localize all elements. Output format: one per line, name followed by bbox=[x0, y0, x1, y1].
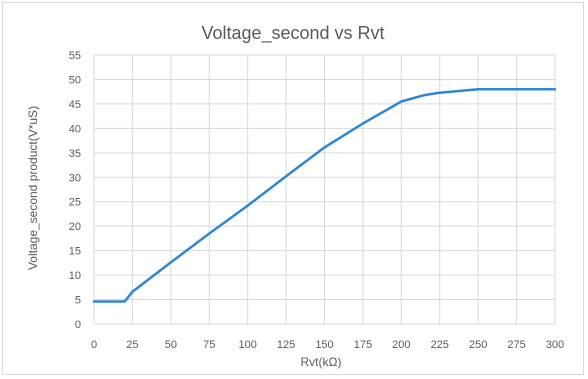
x-tick-label: 0 bbox=[91, 339, 97, 351]
y-tick-label: 20 bbox=[69, 221, 81, 233]
chart-svg: Voltage_second vs Rvt 0 5 10 15 20 25 30 35 40 45… bbox=[26, 23, 564, 369]
x-tick-label: 100 bbox=[238, 339, 256, 351]
gridlines bbox=[93, 54, 556, 325]
y-tick-label: 55 bbox=[69, 50, 81, 62]
y-tick-label: 15 bbox=[69, 246, 81, 258]
x-tick-label: 250 bbox=[469, 339, 487, 351]
y-tick-labels: 0 5 10 15 20 25 30 35 40 45 50 55 bbox=[69, 50, 81, 331]
y-axis-label: Voltage_second product(V*uS) bbox=[26, 106, 40, 270]
y-tick-label: 25 bbox=[69, 197, 81, 209]
y-tick-label: 50 bbox=[69, 74, 81, 86]
x-tick-label: 175 bbox=[354, 339, 372, 351]
x-tick-label: 275 bbox=[507, 339, 525, 351]
x-tick-label: 150 bbox=[315, 339, 333, 351]
y-tick-label: 5 bbox=[75, 295, 81, 307]
x-tick-label: 125 bbox=[277, 339, 295, 351]
y-tick-label: 45 bbox=[69, 99, 81, 111]
x-tick-label: 25 bbox=[126, 339, 138, 351]
y-tick-label: 30 bbox=[69, 172, 81, 184]
x-tick-label: 50 bbox=[165, 339, 177, 351]
x-tick-label: 300 bbox=[546, 339, 564, 351]
x-tick-label: 75 bbox=[203, 339, 215, 351]
chart-title: Voltage_second vs Rvt bbox=[201, 23, 384, 44]
y-tick-label: 10 bbox=[69, 270, 81, 282]
x-tick-label: 200 bbox=[392, 339, 410, 351]
x-axis-label: Rvt(kΩ) bbox=[301, 355, 342, 369]
x-tick-labels: 0 25 50 75 100 125 150 175 200 225 250 275 300 bbox=[91, 339, 564, 351]
series-group bbox=[92, 87, 557, 303]
y-tick-label: 0 bbox=[75, 319, 81, 331]
y-tick-label: 40 bbox=[69, 123, 81, 135]
y-tick-label: 35 bbox=[69, 148, 81, 160]
x-tick-label: 225 bbox=[431, 339, 449, 351]
series-line bbox=[92, 87, 557, 303]
chart-container: Voltage_second vs Rvt 0 5 10 15 20 25 30 35 40 45… bbox=[2, 2, 584, 375]
